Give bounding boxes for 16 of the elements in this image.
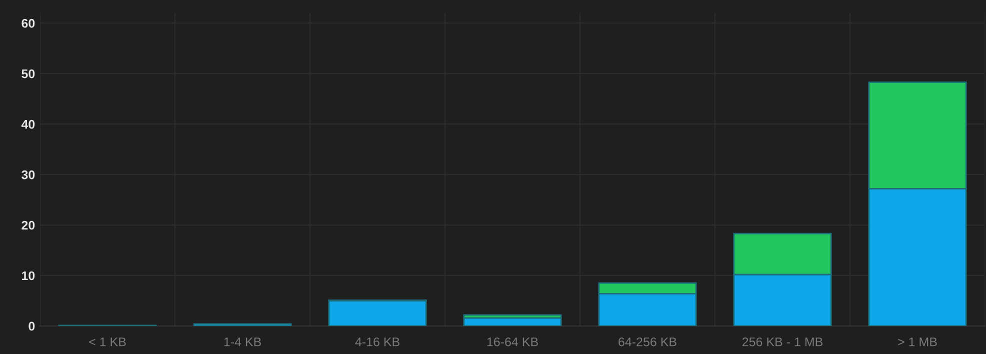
bar [193,323,292,326]
x-tick-label: 64-256 KB [618,337,676,346]
y-tick-label: 0 [28,322,35,331]
y-tick-label: 40 [21,120,35,129]
y-tick-label: 50 [22,69,35,78]
y-tick-label: 20 [22,220,35,230]
y-tick-label: 10 [22,271,35,280]
x-tick-label: 1-4 KB [224,338,261,346]
x-tick-label: 256 KB - 1 MB [742,337,822,346]
x-tick-label: 16-64 KB [487,337,538,346]
x-tick-label: > 1 MB [898,338,937,346]
y-tick-label: 30 [22,170,35,180]
y-tick-label: 60 [22,18,35,28]
bar [328,300,427,326]
x-tick-label: < 1 KB [89,338,126,346]
x-tick-label: 4-16 KB [355,337,400,346]
